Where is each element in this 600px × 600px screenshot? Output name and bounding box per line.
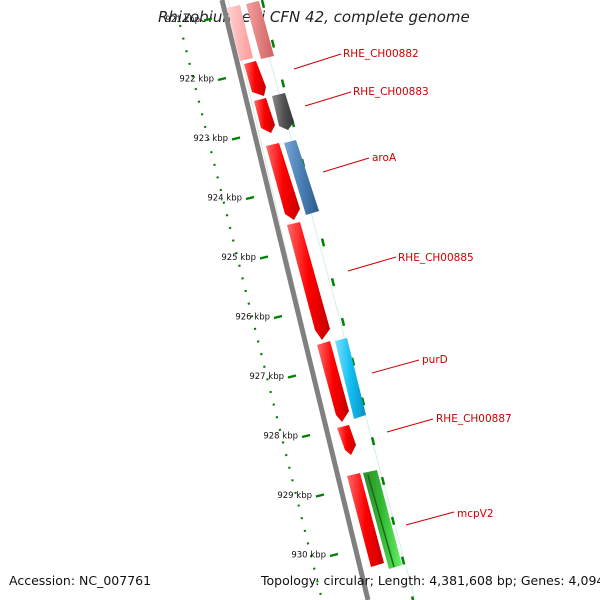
gene-arrow-blue[interactable]	[284, 140, 319, 215]
gene-label[interactable]: RHE_CH00883	[353, 86, 429, 98]
gene-arrow-red[interactable]	[317, 341, 349, 422]
scale-label: 926 kbp	[235, 313, 270, 323]
leader-line	[371, 359, 420, 374]
scale-label: 925 kbp	[221, 253, 256, 263]
scale-tick	[273, 314, 283, 320]
gene-arrow-red[interactable]	[347, 473, 384, 567]
scale-label: 929 kbp	[277, 491, 312, 501]
scale-label: 930 kbp	[291, 551, 326, 561]
gene-label[interactable]: RHE_CH00882	[343, 48, 419, 60]
scale-ticks: 921 kbp 922 kbp 923 kbp 924 kbp 925 kbp 926 k…	[165, 15, 339, 561]
scale-tick	[259, 255, 269, 260]
gene-arrow-pink-2[interactable]	[246, 1, 274, 59]
scale-tick	[287, 374, 297, 379]
gene-label[interactable]: RHE_CH00885	[398, 252, 474, 264]
gene-arrow-grey[interactable]	[272, 93, 294, 130]
gene-label[interactable]: RHE_CH00887	[436, 413, 512, 425]
scale-label: 927 kbp	[249, 372, 284, 382]
scale-label: 924 kbp	[207, 194, 242, 204]
leader-line	[386, 418, 434, 433]
leader-line	[322, 157, 370, 173]
accession-text: Accession: NC_007761	[9, 573, 152, 588]
scale-tick	[231, 136, 241, 141]
leader-line	[304, 91, 352, 107]
gene-arrow-cyan[interactable]	[335, 338, 366, 419]
scale-label: 928 kbp	[263, 432, 298, 442]
gene-label-group: RHE_CH00882 RHE_CH00883 aroA RHE_CH00885…	[293, 48, 512, 526]
gene-arrow-red[interactable]	[254, 98, 275, 133]
gene-arrow-red[interactable]	[287, 222, 330, 340]
leader-line	[347, 256, 397, 272]
scale-tick	[245, 195, 255, 201]
scale-tick	[217, 76, 227, 82]
scale-label: 921 kbp	[165, 15, 200, 25]
leader-line	[405, 511, 455, 526]
gene-stripe	[367, 474, 395, 568]
scale-tick	[329, 552, 339, 558]
gene-arrow-red[interactable]	[337, 425, 356, 455]
topology-text: Topology: circular; Length: 4,381,608 bp…	[261, 573, 600, 588]
scale-tick	[315, 493, 325, 498]
gene-arrow-red[interactable]	[244, 61, 266, 96]
genome-backbone	[219, 0, 371, 600]
scale-tick	[203, 17, 213, 22]
scale-label: 923 kbp	[193, 134, 228, 144]
gene-arrow-green[interactable]	[363, 470, 402, 569]
gene-label[interactable]: purD	[422, 354, 448, 366]
gene-label[interactable]: aroA	[372, 152, 397, 164]
gene-arrow-pink[interactable]	[227, 5, 253, 61]
gene-label[interactable]: mcpV2	[457, 508, 494, 520]
leader-line	[293, 53, 342, 70]
scale-tick	[301, 433, 311, 439]
gene-arrow-red[interactable]	[266, 143, 300, 220]
scale-label: 922 kbp	[179, 75, 214, 85]
